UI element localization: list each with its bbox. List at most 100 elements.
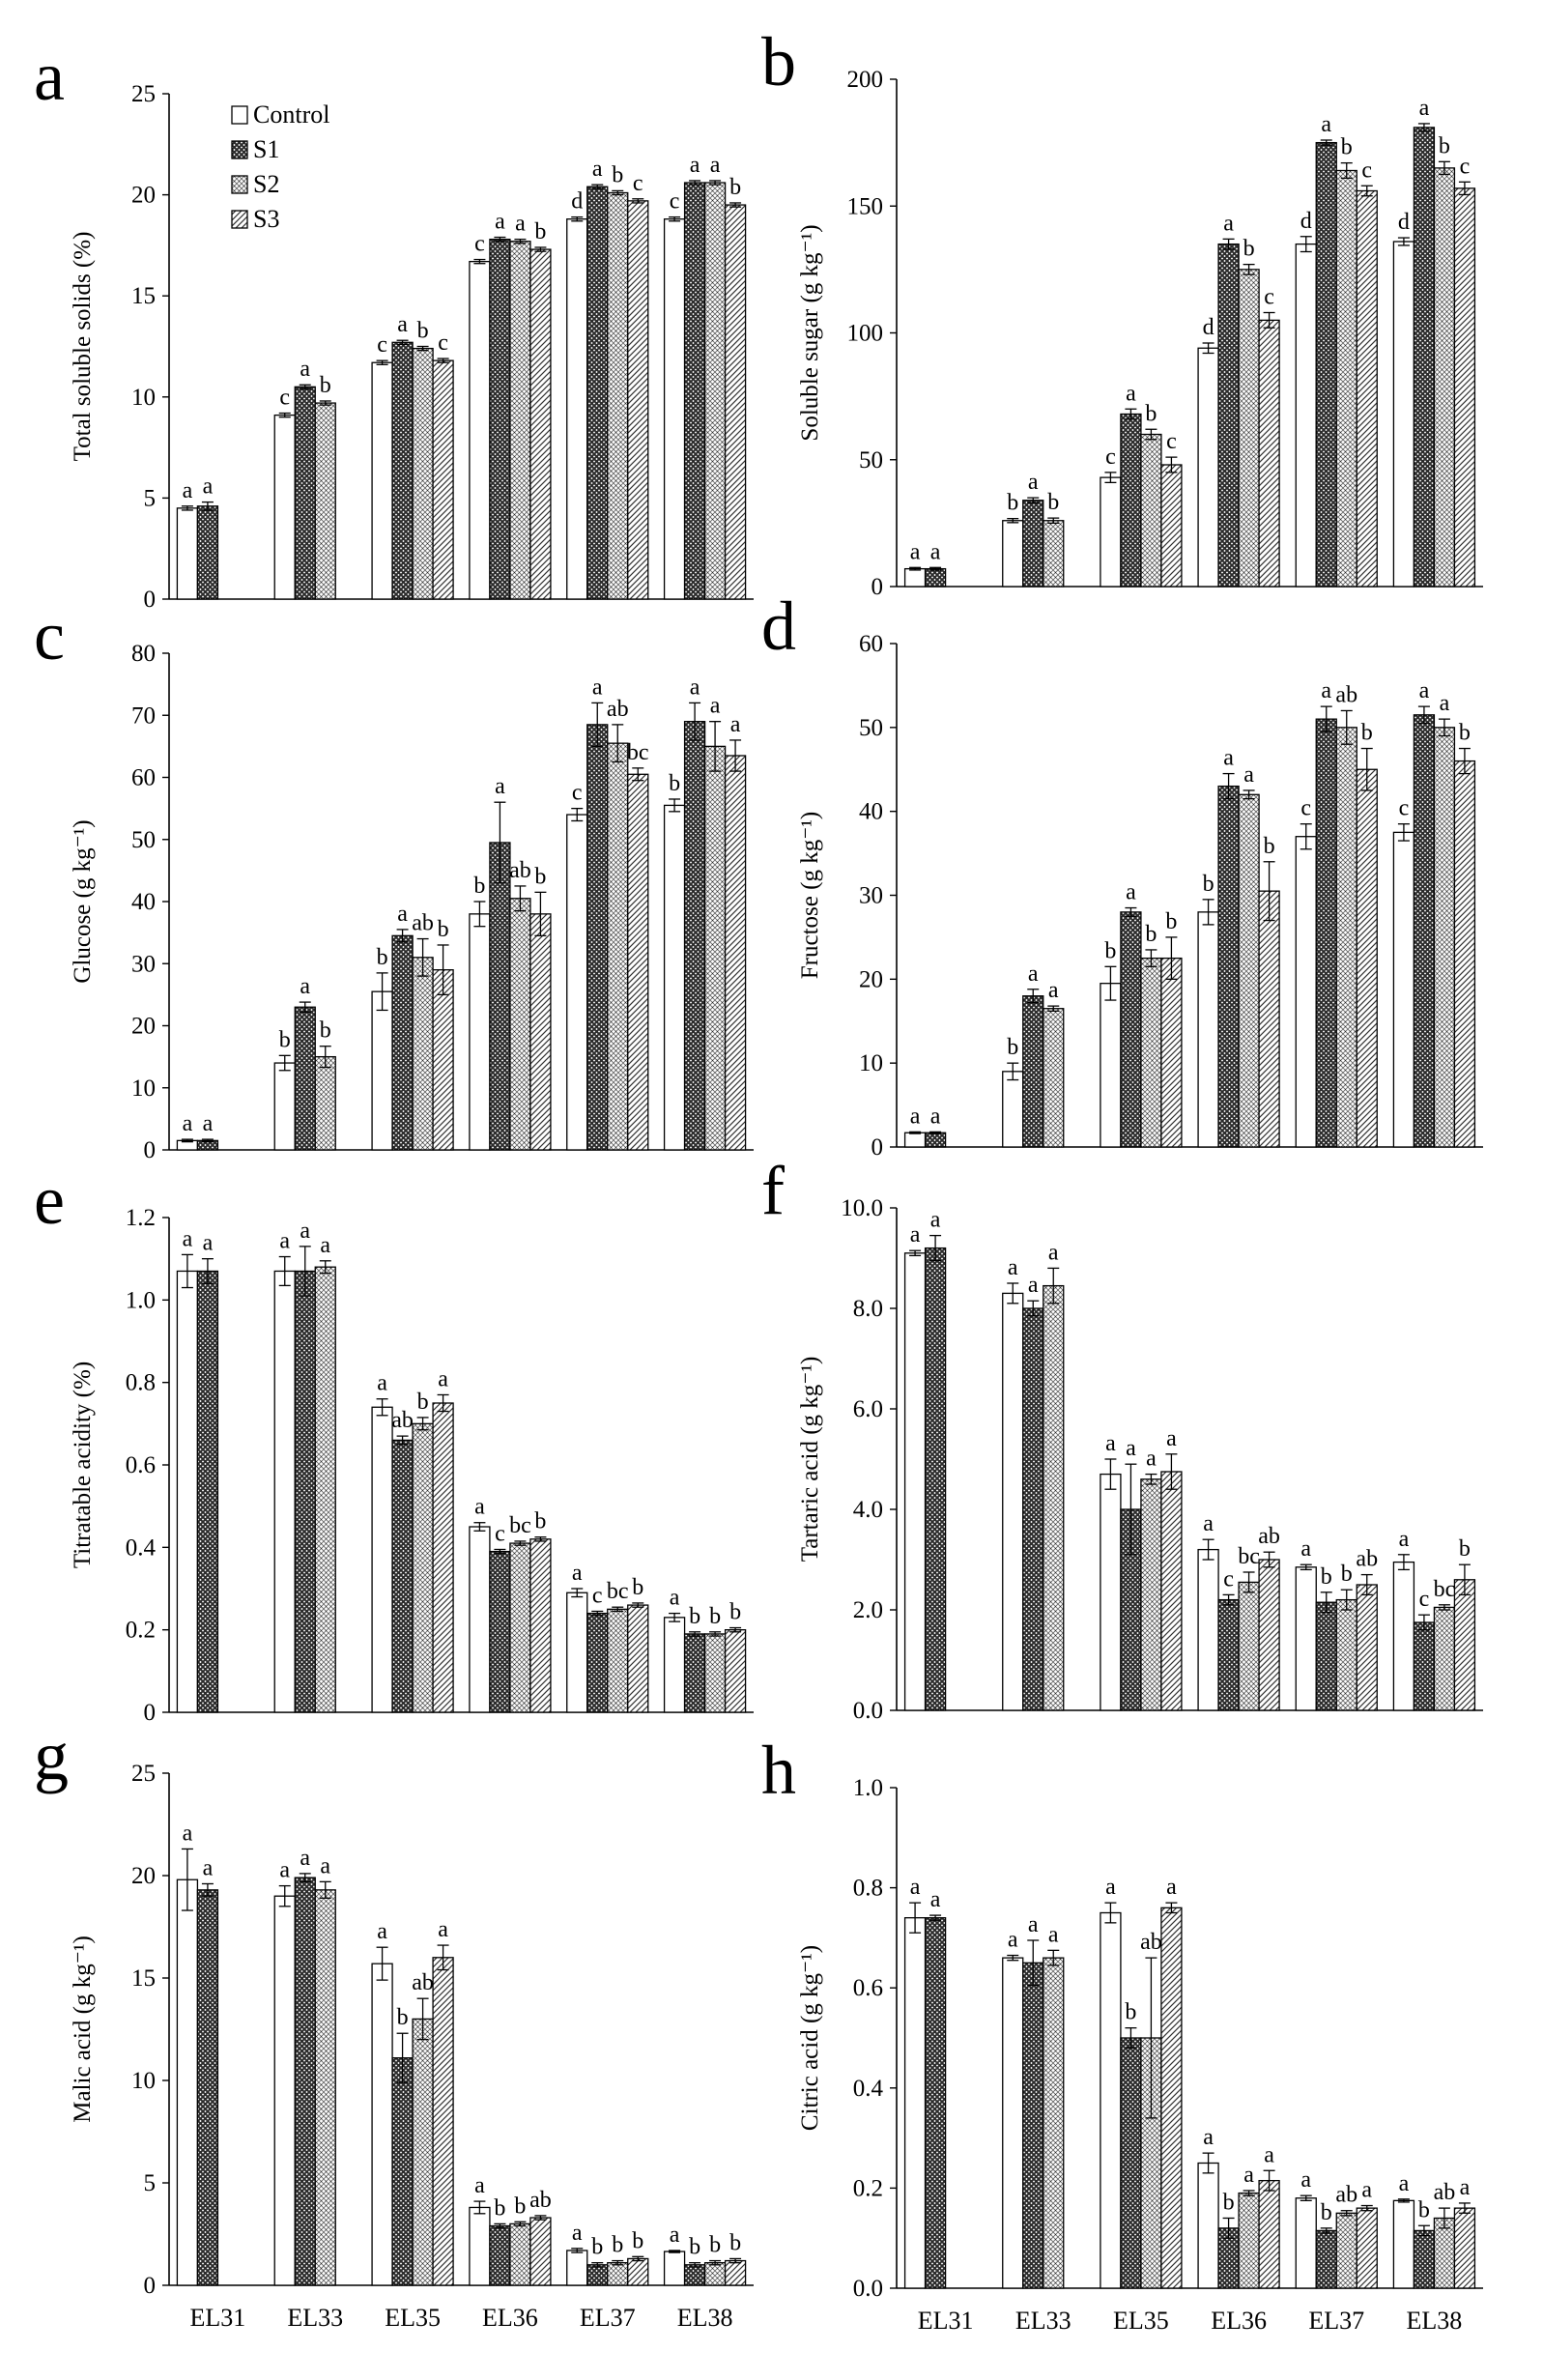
significance-letter: b (632, 2228, 643, 2253)
significance-letter: b (1321, 2200, 1332, 2225)
bar-s3-el36 (1258, 2179, 1280, 2289)
y-tick-label: 10 (131, 2068, 156, 2094)
significance-letter: a (1028, 961, 1039, 987)
significance-letter: a (1166, 1426, 1177, 1451)
bar-control-el38 (663, 804, 686, 1151)
y-tick-label: 0.0 (853, 2276, 883, 2302)
significance-letter: a (1223, 746, 1234, 771)
bar-control-el37 (1295, 2197, 1317, 2289)
bar-control-el33 (1002, 520, 1024, 588)
panel-label: c (34, 597, 65, 674)
panel-label: d (761, 588, 796, 665)
bar-s1-el36 (489, 238, 511, 600)
significance-letter: c (1460, 154, 1471, 179)
significance-letter: ab (529, 2188, 552, 2213)
significance-letter: a (690, 153, 700, 178)
bar-s3-el38 (1453, 1579, 1476, 1711)
y-tick-label: 50 (859, 715, 883, 741)
significance-letter: a (474, 2173, 485, 2198)
significance-letter: b (1321, 1564, 1332, 1590)
bar-s3-el37 (627, 2257, 649, 2286)
bar-s2-el38 (1433, 1606, 1456, 1711)
significance-letter: b (1418, 2197, 1430, 2222)
significance-letter: a (300, 357, 310, 382)
bar-s3-el36 (529, 2217, 552, 2286)
bar-s2-el37 (1335, 1598, 1357, 1711)
bar-s3-el35 (432, 969, 454, 1151)
bar-control-el38 (663, 1617, 686, 1713)
bar-s3-el35 (432, 359, 454, 600)
bar-control-el31 (903, 1132, 927, 1148)
significance-letter: a (1126, 381, 1136, 406)
significance-letter: a (1440, 691, 1450, 716)
significance-letter: a (910, 1875, 921, 1900)
bar-s1-el37 (586, 724, 609, 1151)
significance-letter: b (320, 373, 331, 398)
significance-letter: d (1203, 315, 1214, 340)
significance-letter: a (1321, 678, 1331, 703)
bar-s3-el37 (1356, 768, 1378, 1148)
bar-control-el35 (1100, 1911, 1122, 2289)
bar-control-el37 (1295, 243, 1317, 588)
bar-s1-el38 (683, 2264, 706, 2286)
y-tick-label: 10 (859, 1050, 883, 1076)
bar-control-el33 (273, 1270, 296, 1713)
bar-s1-el33 (294, 1270, 316, 1713)
bar-s1-el35 (1120, 413, 1142, 588)
bar-s1-el36 (489, 842, 511, 1151)
bar-control-el36 (469, 260, 491, 600)
bar-s3-el35 (1160, 464, 1183, 588)
x-tick-label: EL31 (190, 2304, 246, 2332)
bar-s2-el35 (1140, 1478, 1162, 1711)
bar-s2-el33 (1043, 520, 1065, 588)
bar-s1-el31 (924, 567, 947, 588)
panel-label: a (34, 38, 65, 115)
y-tick-label: 25 (131, 1761, 156, 1787)
significance-letter: a (1203, 2125, 1214, 2150)
bar-s1-el37 (586, 2264, 609, 2286)
bar-s2-el37 (607, 1608, 629, 1713)
x-tick-label: EL36 (1211, 2307, 1267, 2335)
bar-s1-el36 (1217, 1598, 1240, 1711)
x-tick-label: EL35 (385, 2304, 441, 2332)
significance-letter: c (1264, 285, 1274, 310)
y-tick-label: 60 (131, 765, 156, 791)
bar-s1-el31 (196, 505, 219, 600)
bar-s3-el36 (1258, 890, 1280, 1148)
significance-letter: a (572, 2221, 583, 2246)
bar-control-el33 (1002, 1292, 1024, 1711)
significance-letter: a (279, 1229, 290, 1254)
y-tick-label: 0 (872, 574, 884, 600)
significance-letter: b (1243, 237, 1255, 262)
bar-s2-el33 (314, 1055, 336, 1151)
y-tick-label: 20 (131, 1014, 156, 1040)
bar-control-el35 (371, 990, 393, 1151)
y-tick-label: 10.0 (841, 1195, 883, 1221)
bar-control-el31 (176, 1878, 199, 2286)
significance-letter: bc (1238, 1544, 1260, 1569)
bar-s3-el36 (1258, 319, 1280, 588)
bar-control-el38 (663, 218, 686, 600)
significance-letter: a (1361, 2178, 1372, 2203)
significance-letter: ab (412, 911, 434, 936)
bar-s1-el37 (1315, 141, 1337, 588)
significance-letter: a (910, 1104, 921, 1129)
significance-letter: a (183, 1821, 193, 1846)
bar-s3-el36 (529, 913, 552, 1151)
significance-letter: d (1398, 210, 1410, 235)
bar-s2-el38 (1433, 727, 1456, 1148)
bar-control-el38 (1392, 831, 1415, 1148)
significance-letter: b (1125, 2000, 1136, 2025)
significance-letter: a (183, 1111, 193, 1136)
significance-letter: a (930, 1208, 941, 1233)
significance-letter: a (1243, 2163, 1254, 2188)
bar-s1-el36 (489, 1550, 511, 1713)
significance-letter: a (377, 1371, 387, 1396)
legend: Control S1 S2 S3 (231, 100, 329, 233)
significance-letter: b (1007, 491, 1018, 516)
significance-letter: a (1146, 1447, 1157, 1472)
significance-letter: a (1028, 470, 1039, 495)
bar-s2-el35 (412, 347, 434, 600)
significance-letter: a (474, 1495, 485, 1520)
y-axis-label: Tartaric acid (g kg⁻¹) (797, 1357, 823, 1563)
